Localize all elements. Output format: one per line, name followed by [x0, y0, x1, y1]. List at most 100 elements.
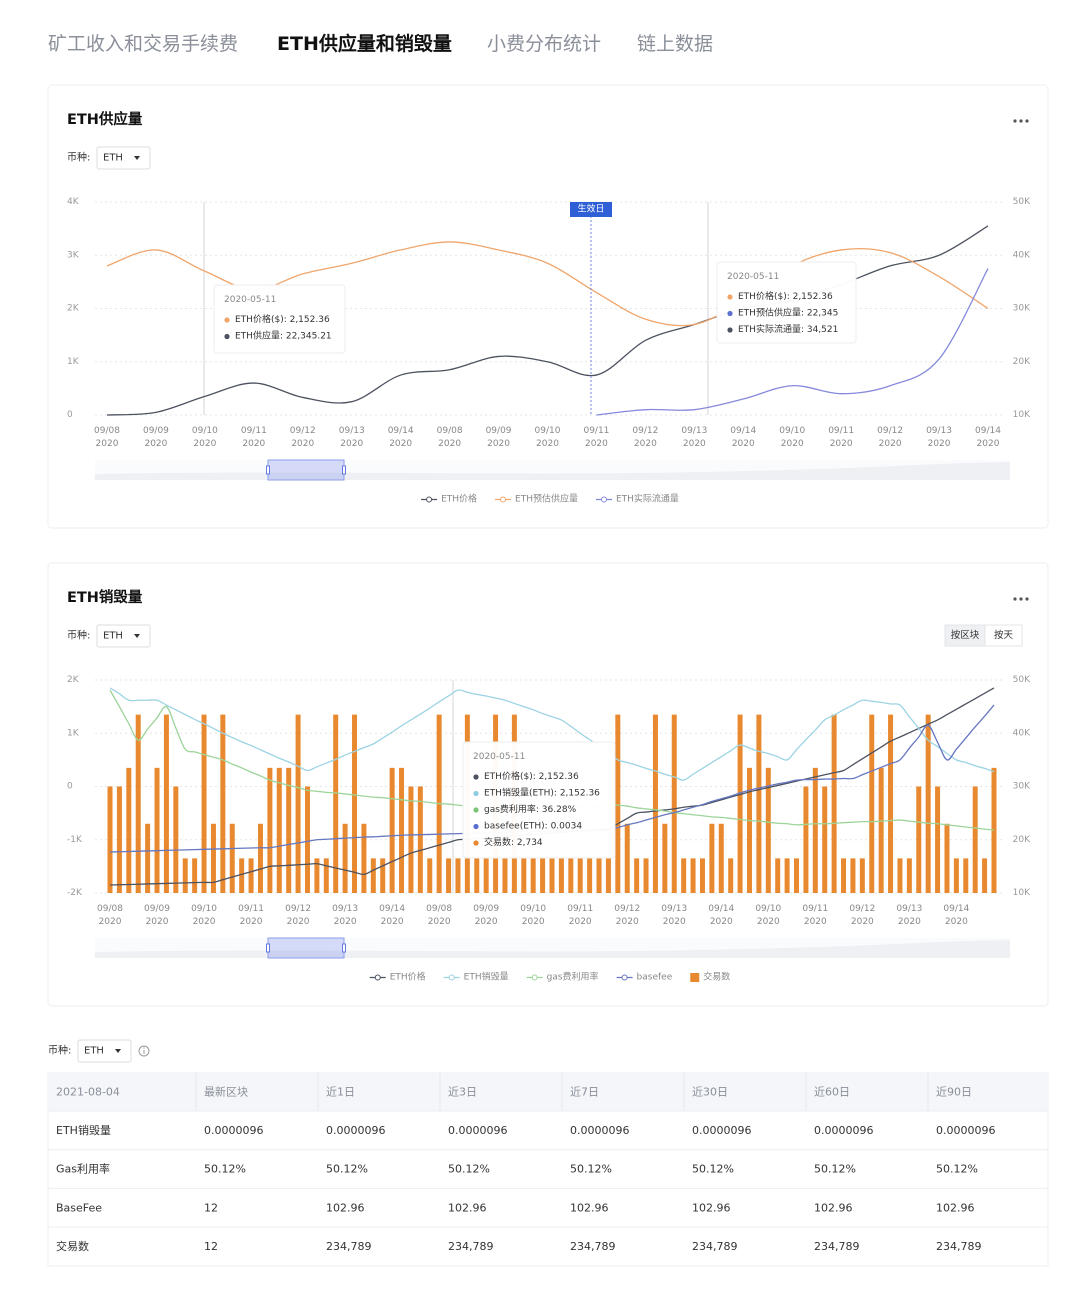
x-tick-label: 09/11 2020 — [828, 426, 854, 449]
tab[interactable]: ETH供应量和销毁量 — [277, 32, 452, 55]
tooltip-dot — [473, 823, 479, 830]
zoom-handle[interactable] — [266, 943, 270, 953]
legend-label[interactable]: ETH销毁量 — [464, 971, 509, 983]
select-caret — [134, 156, 140, 160]
more-dot[interactable] — [1013, 597, 1017, 601]
bar — [859, 858, 865, 893]
table-header-cell: 近7日 — [570, 1086, 599, 1099]
select-caret — [115, 1049, 121, 1053]
x-tick-label: 09/11 2020 — [583, 426, 609, 449]
x-tick-label: 09/10 2020 — [191, 904, 217, 927]
chart-title: ETH供应量 — [67, 110, 143, 128]
more-dot[interactable] — [1025, 119, 1029, 123]
bar — [681, 858, 687, 893]
bar — [267, 767, 273, 893]
bar — [201, 714, 207, 893]
bar — [295, 714, 301, 893]
bar — [333, 714, 339, 893]
bar — [605, 858, 611, 893]
bar — [427, 858, 433, 893]
x-tick-label: 09/14 2020 — [379, 904, 405, 927]
bar — [163, 714, 169, 893]
table-cell: 12 — [204, 1240, 218, 1253]
tab[interactable]: 小费分布统计 — [487, 33, 601, 55]
bar — [135, 714, 141, 893]
x-tick-label: 09/08 2020 — [94, 426, 120, 449]
x-tick-label: 09/13 2020 — [896, 904, 922, 927]
x-tick-label: 09/10 2020 — [520, 904, 546, 927]
table-header-cell: 近60日 — [814, 1086, 850, 1099]
y2-tick-label: 10K — [1013, 410, 1031, 420]
tab[interactable]: 链上数据 — [637, 33, 713, 55]
y2-tick-label: 50K — [1013, 675, 1031, 685]
table-cell: 102.96 — [570, 1201, 609, 1214]
x-tick-label: 09/14 2020 — [388, 426, 414, 449]
legend-label[interactable]: gas费利用率 — [547, 971, 599, 983]
bar — [145, 823, 151, 893]
more-dot[interactable] — [1019, 119, 1023, 123]
bar — [596, 858, 602, 893]
more-dot[interactable] — [1013, 119, 1017, 123]
bar — [361, 823, 367, 893]
legend-marker — [600, 496, 607, 503]
more-dot[interactable] — [1019, 597, 1023, 601]
table-cell: 102.96 — [326, 1201, 365, 1214]
x-tick-label: 09/09 2020 — [144, 904, 170, 927]
bar — [474, 858, 480, 893]
legend-label[interactable]: ETH实际流通量 — [616, 493, 679, 505]
tooltip — [213, 284, 346, 354]
table-cell: 234,789 — [936, 1240, 982, 1253]
table-cell: 50.12% — [326, 1163, 368, 1176]
x-tick-label: 09/09 2020 — [143, 426, 169, 449]
y2-tick-label: 40K — [1013, 250, 1031, 260]
zoom-handle[interactable] — [342, 465, 346, 475]
tab[interactable]: 矿工收入和交易手续费 — [48, 33, 238, 55]
x-tick-label: 09/12 2020 — [290, 426, 316, 449]
bar — [399, 767, 405, 893]
info-icon — [143, 1047, 145, 1049]
table-header-cell: 近90日 — [936, 1086, 972, 1099]
zoom-handle[interactable] — [266, 465, 270, 475]
legend-label[interactable]: 交易数 — [703, 971, 730, 983]
toggle-button[interactable] — [984, 624, 1023, 647]
x-tick-label: 09/09 2020 — [473, 904, 499, 927]
legend-label[interactable]: ETH价格 — [441, 493, 477, 505]
select-box[interactable] — [96, 624, 151, 648]
select-box[interactable] — [96, 146, 151, 170]
zoom-handle[interactable] — [342, 943, 346, 953]
tooltip-item: ETH预估供应量: 22,345 — [738, 307, 838, 319]
legend-label[interactable]: basefee — [637, 973, 673, 983]
table-cell: 50.12% — [936, 1163, 978, 1176]
y-tick-label: -2K — [67, 888, 83, 898]
bar — [746, 767, 752, 893]
table-cell: Gas利用率 — [56, 1162, 110, 1176]
legend-label[interactable]: ETH预估供应量 — [515, 493, 578, 505]
bar — [220, 714, 226, 893]
y2-tick-label: 30K — [1013, 782, 1031, 792]
bar — [342, 823, 348, 893]
select-value: ETH — [103, 631, 123, 642]
bar — [446, 858, 452, 893]
bar — [173, 786, 179, 893]
legend-label[interactable]: ETH价格 — [390, 971, 426, 983]
bar — [154, 767, 160, 893]
y-tick-label: 0 — [67, 782, 73, 792]
bar — [521, 858, 527, 893]
bar — [935, 786, 941, 893]
select-box[interactable] — [77, 1039, 132, 1063]
line — [596, 268, 989, 416]
more-dot[interactable] — [1025, 597, 1029, 601]
table-cell: 234,789 — [570, 1240, 616, 1253]
zoom-window[interactable] — [267, 459, 345, 481]
zoom-window[interactable] — [267, 937, 345, 959]
bar — [286, 767, 292, 893]
tooltip-dot — [224, 317, 230, 323]
bar — [192, 858, 198, 893]
bar — [577, 858, 583, 893]
select-value: ETH — [103, 153, 123, 164]
table-cell: 0.0000096 — [692, 1124, 752, 1137]
x-tick-label: 09/13 2020 — [332, 904, 358, 927]
tooltip-dot — [727, 327, 733, 333]
toggle-label: 按天 — [994, 629, 1014, 641]
tooltip-date: 2020-05-11 — [727, 272, 779, 282]
